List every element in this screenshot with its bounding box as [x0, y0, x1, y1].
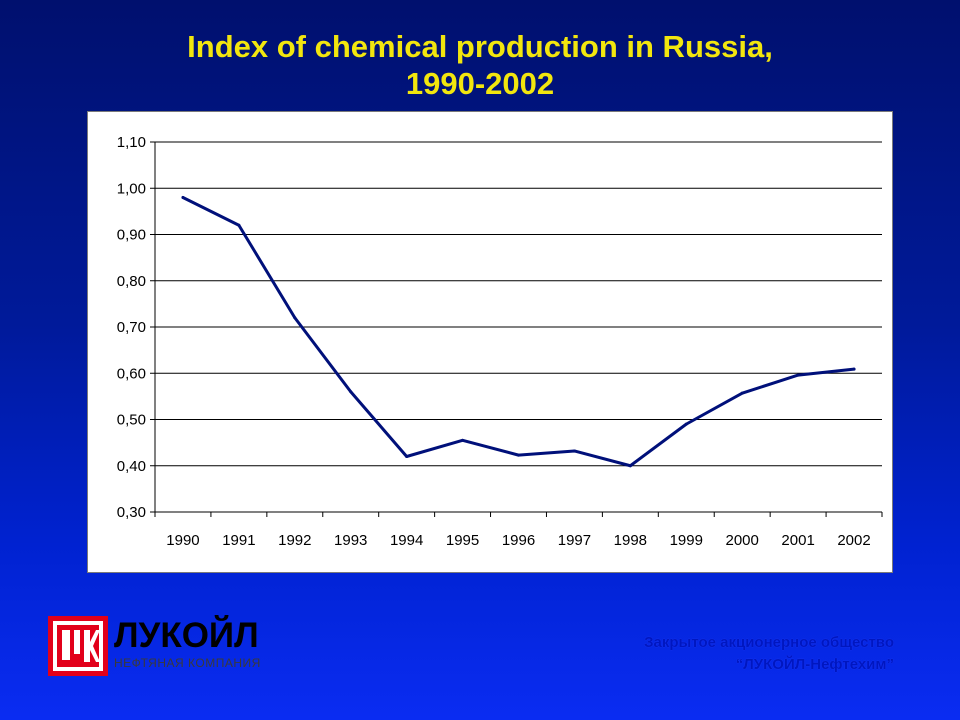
x-tick-label: 1996: [502, 532, 535, 549]
chart-panel: 0,30 0,40 0,50 0,60 0,70 0,80 0,90 1,00 1,10 1990…: [87, 111, 893, 573]
y-tick-label: 0,60: [117, 365, 146, 382]
company-line-1: Закрытое акционерное общество: [644, 634, 894, 651]
y-tick-label: 0,90: [117, 227, 146, 244]
x-tick-label: 2000: [726, 532, 759, 549]
company-name: Закрытое акционерное общество “ЛУКОЙЛ-Не…: [644, 632, 894, 676]
x-tick-label: 1999: [670, 532, 703, 549]
data-point: [684, 422, 688, 426]
data-point: [796, 373, 800, 377]
y-tick-label: 0,50: [117, 412, 146, 429]
lukoil-logo-icon: [48, 616, 108, 676]
data-point: [181, 196, 185, 199]
y-tick-label: 1,10: [117, 134, 146, 151]
series-line: [181, 196, 856, 468]
data-point: [293, 316, 297, 320]
x-tick-label: 2001: [781, 532, 814, 549]
y-tick-label: 0,80: [117, 273, 146, 290]
data-point: [349, 390, 353, 394]
page-title: Index of chemical production in Russia, …: [0, 28, 960, 102]
data-point: [740, 391, 744, 395]
x-tick-label: 1992: [278, 532, 311, 549]
x-tick-label: 1998: [614, 532, 647, 549]
data-point: [237, 223, 241, 227]
x-tick-label: 1991: [222, 532, 255, 549]
y-tick-label: 0,70: [117, 319, 146, 336]
data-point: [461, 438, 465, 442]
x-tick-label: 1990: [166, 532, 199, 549]
x-tick-label: 1993: [334, 532, 367, 549]
title-line-1: Index of chemical production in Russia,: [187, 29, 773, 64]
title-line-2: 1990-2002: [405, 66, 555, 101]
y-tick-label: 1,00: [117, 180, 146, 197]
y-tick-label: 0,30: [117, 504, 146, 521]
x-tick-label: 1997: [558, 532, 591, 549]
lukoil-logo: ЛУКОЙЛ НЕФТЯНАЯ КОМПАНИЯ: [48, 616, 278, 678]
logo-subtitle: НЕФТЯНАЯ КОМПАНИЯ: [114, 656, 261, 670]
line-chart: 0,30 0,40 0,50 0,60 0,70 0,80 0,90 1,00 1,10 1990…: [117, 134, 883, 549]
data-point: [517, 453, 520, 457]
x-tick-label: 1994: [390, 532, 423, 549]
company-line-2: “ЛУКОЙЛ-Нефтехим”: [735, 656, 894, 673]
data-point: [628, 464, 632, 468]
data-point: [852, 367, 856, 371]
data-point: [572, 449, 576, 453]
logo-name: ЛУКОЙЛ: [114, 616, 259, 655]
y-tick-label: 0,40: [117, 458, 146, 475]
x-tick-label: 2002: [837, 532, 870, 549]
x-tick-label: 1995: [446, 532, 479, 549]
data-point: [405, 455, 409, 458]
